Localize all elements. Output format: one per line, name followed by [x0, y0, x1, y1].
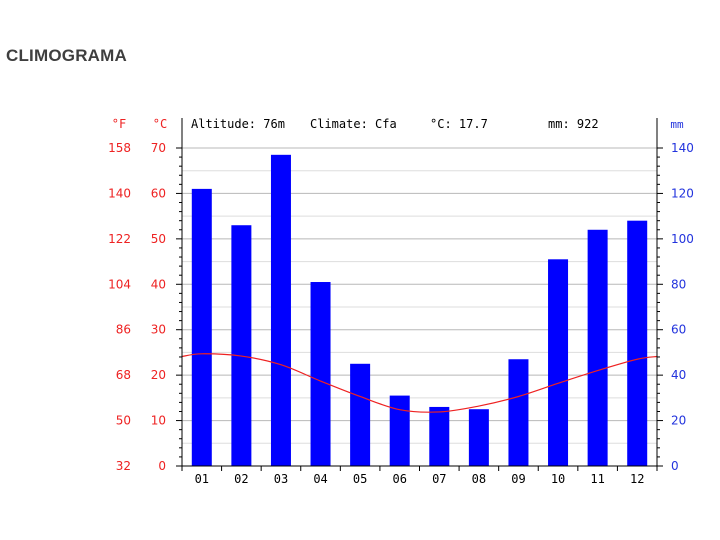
- fahrenheit-tick-label: 158: [108, 141, 131, 155]
- precipitation-bars: [191, 154, 648, 467]
- month-tick-label: 10: [551, 472, 565, 486]
- precipitation-bar-07: [429, 406, 450, 466]
- celsius-tick-label: 50: [151, 232, 166, 246]
- month-tick-label: 12: [630, 472, 644, 486]
- mm-tick-label: 0: [671, 459, 679, 473]
- fahrenheit-tick-label: 122: [108, 232, 131, 246]
- month-tick-label: 06: [392, 472, 406, 486]
- celsius-tick-label: 20: [151, 368, 166, 382]
- month-tick-label: 01: [195, 472, 209, 486]
- precipitation-bar-08: [468, 409, 489, 466]
- fahrenheit-tick-label: 104: [108, 277, 131, 291]
- precipitation-bar-09: [508, 359, 529, 466]
- page-title: CLIMOGRAMA: [6, 46, 127, 65]
- precipitation-bar-10: [548, 259, 569, 466]
- celsius-axis-label: °C: [153, 117, 167, 131]
- fahrenheit-tick-label: 32: [116, 459, 131, 473]
- month-tick-label: 02: [234, 472, 248, 486]
- precipitation-bar-12: [627, 220, 648, 466]
- mm-tick-label: 20: [671, 414, 686, 428]
- fahrenheit-tick-label: 68: [116, 368, 131, 382]
- mm-axis-label: mm: [670, 118, 684, 131]
- temperature-mean-text: °C: 17.7: [430, 117, 488, 131]
- month-tick-label: 11: [590, 472, 604, 486]
- axis-labels: 0321050206830864010450122601407015802040…: [108, 117, 694, 486]
- celsius-tick-label: 10: [151, 414, 166, 428]
- mm-tick-label: 80: [671, 277, 686, 291]
- mm-tick-label: 40: [671, 368, 686, 382]
- temperature-line: [181, 353, 658, 413]
- precipitation-bar-03: [270, 154, 291, 467]
- mm-tick-label: 140: [671, 141, 694, 155]
- precipitation-total-text: mm: 922: [548, 117, 599, 131]
- precipitation-bar-04: [310, 282, 331, 466]
- month-tick-label: 07: [432, 472, 446, 486]
- precipitation-bar-01: [191, 188, 212, 466]
- month-tick-label: 04: [313, 472, 327, 486]
- axes: [176, 118, 663, 471]
- celsius-tick-label: 60: [151, 186, 166, 200]
- month-tick-label: 09: [511, 472, 525, 486]
- precipitation-bar-05: [350, 363, 371, 466]
- celsius-tick-label: 40: [151, 277, 166, 291]
- precipitation-bar-02: [231, 225, 252, 466]
- altitude-text: Altitude: 76m: [191, 117, 285, 131]
- month-tick-label: 08: [472, 472, 486, 486]
- month-tick-label: 03: [274, 472, 288, 486]
- precipitation-bar-11: [587, 229, 608, 466]
- celsius-tick-label: 0: [158, 459, 166, 473]
- month-tick-label: 05: [353, 472, 367, 486]
- fahrenheit-tick-label: 50: [116, 414, 131, 428]
- precipitation-bar-06: [389, 395, 410, 466]
- celsius-tick-label: 70: [151, 141, 166, 155]
- fahrenheit-tick-label: 86: [116, 323, 131, 337]
- mm-tick-label: 60: [671, 323, 686, 337]
- info-header: Altitude: 76m Climate: Cfa °C: 17.7 mm: …: [191, 117, 599, 131]
- mm-tick-label: 120: [671, 186, 694, 200]
- mm-tick-label: 100: [671, 232, 694, 246]
- climate-text: Climate: Cfa: [310, 117, 397, 131]
- celsius-tick-label: 30: [151, 323, 166, 337]
- grid-lines: [182, 147, 657, 444]
- fahrenheit-axis-label: °F: [112, 117, 126, 131]
- fahrenheit-tick-label: 140: [108, 186, 131, 200]
